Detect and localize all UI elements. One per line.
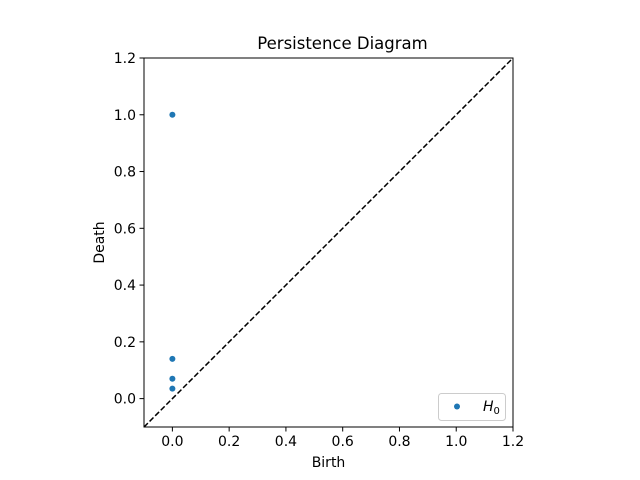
x-tick-label-6: 1.2 <box>502 434 524 450</box>
data-point-0-2 <box>169 375 176 382</box>
diagonal-line <box>143 57 514 428</box>
legend-label-base: H <box>483 399 494 415</box>
diagonal-layer <box>143 57 514 428</box>
y-tick-label-4: 0.8 <box>114 165 136 181</box>
points-layer <box>169 111 176 392</box>
x-tick-label-3: 0.6 <box>332 434 354 450</box>
x-tick-label-1: 0.2 <box>218 434 240 450</box>
y-tick-label-6: 1.2 <box>114 51 136 67</box>
y-tick-label-2: 0.4 <box>114 278 136 294</box>
y-axis-label: Death <box>92 221 108 263</box>
y-tick-label-3: 0.6 <box>114 221 136 237</box>
axes-frame <box>143 57 514 428</box>
x-tick-label-4: 0.8 <box>388 434 410 450</box>
legend: H0 <box>438 393 506 421</box>
plot-area <box>143 57 514 428</box>
x-axis: 0.0 0.2 0.4 0.6 0.8 1.0 1.2 <box>161 427 524 450</box>
x-axis-label: Birth <box>312 455 346 471</box>
y-tick-label-5: 1.0 <box>114 108 136 124</box>
chart-title: Persistence Diagram <box>257 34 427 53</box>
data-point-0-0 <box>169 111 176 118</box>
x-tick-label-5: 1.0 <box>445 434 467 450</box>
y-axis: 0.0 0.2 0.4 0.6 0.8 1.0 1.2 <box>114 51 144 408</box>
legend-box <box>438 393 506 421</box>
legend-label-h0: H0 <box>483 399 500 417</box>
y-tick-label-1: 0.2 <box>114 335 136 351</box>
x-tick-label-0: 0.0 <box>161 434 183 450</box>
legend-marker-h0 <box>454 403 460 410</box>
x-tick-label-2: 0.4 <box>275 434 297 450</box>
y-tick-label-0: 0.0 <box>114 392 136 408</box>
data-point-0-1 <box>169 355 176 362</box>
legend-label-subscript: 0 <box>494 406 500 417</box>
data-point-0-3 <box>169 385 176 392</box>
